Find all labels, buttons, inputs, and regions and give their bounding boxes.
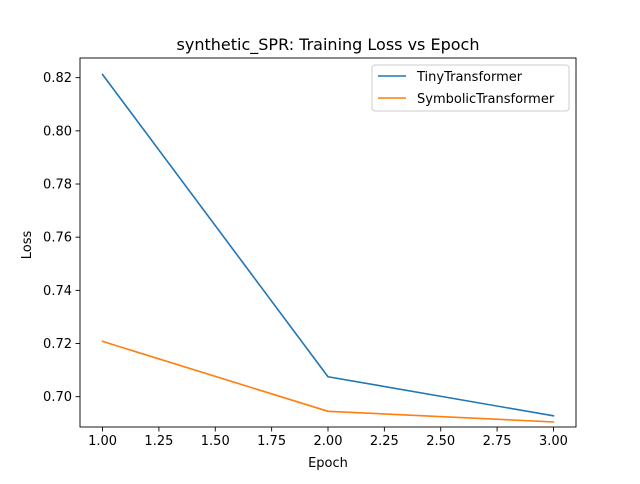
x-tick-label: 1.00: [88, 434, 117, 449]
y-tick-label: 0.78: [43, 178, 72, 193]
x-tick-label: 3.00: [539, 434, 568, 449]
x-tick-label: 2.75: [483, 434, 512, 449]
legend-label-TinyTransformer: TinyTransformer: [416, 70, 523, 85]
x-tick-label: 2.00: [314, 434, 343, 449]
chart-title: synthetic_SPR: Training Loss vs Epoch: [177, 35, 480, 55]
y-tick-label: 0.80: [43, 124, 72, 139]
y-tick-label: 0.70: [43, 390, 72, 405]
x-tick-label: 1.50: [201, 434, 230, 449]
x-tick-label: 2.25: [370, 434, 399, 449]
x-tick-label: 1.75: [257, 434, 286, 449]
legend: TinyTransformer SymbolicTransformer: [372, 65, 569, 111]
y-tick-label: 0.74: [43, 284, 72, 299]
x-tick-label: 2.50: [426, 434, 455, 449]
legend-label-SymbolicTransformer: SymbolicTransformer: [417, 92, 555, 107]
y-axis-label: Loss: [20, 231, 35, 260]
y-tick-label: 0.76: [43, 231, 72, 246]
x-axis-label: Epoch: [308, 456, 348, 471]
x-tick-label: 1.25: [144, 434, 173, 449]
y-tick-label: 0.72: [43, 337, 72, 352]
y-tick-label: 0.82: [43, 71, 72, 86]
